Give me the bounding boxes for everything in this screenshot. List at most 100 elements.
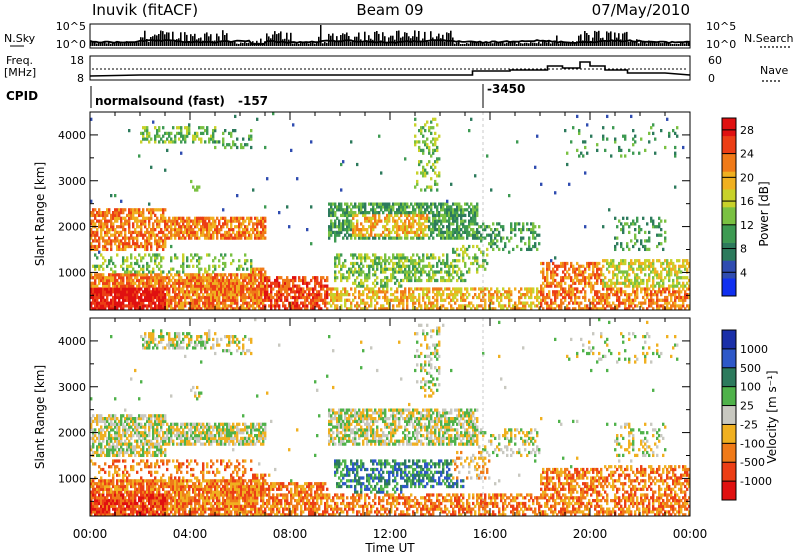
heatmap-cell — [188, 236, 191, 240]
heatmap-cell — [134, 304, 137, 308]
heatmap-cell — [356, 256, 359, 260]
heatmap-cell — [472, 295, 475, 300]
heatmap-cell — [402, 278, 405, 283]
heatmap-cell — [174, 287, 177, 291]
heatmap-cell — [196, 225, 199, 229]
heatmap-cell — [610, 290, 613, 294]
heatmap-cell — [156, 273, 159, 277]
heatmap-cell — [400, 211, 403, 215]
heatmap-cell — [154, 278, 157, 283]
heatmap-cell — [484, 287, 487, 291]
nsky-bar — [302, 41, 304, 46]
heatmap-cell — [130, 216, 133, 220]
heatmap-cell — [384, 205, 387, 209]
heatmap-cell — [262, 307, 265, 311]
heatmap-cell — [112, 304, 115, 308]
heatmap-cell — [456, 225, 459, 229]
nsky-bar — [238, 43, 240, 46]
heatmap-cell — [250, 273, 253, 277]
heatmap-cell — [228, 295, 231, 300]
heatmap-cell — [230, 304, 233, 308]
heatmap-cell — [112, 307, 115, 311]
heatmap-cell — [458, 276, 461, 280]
heatmap-cell — [310, 140, 313, 144]
heatmap-cell — [446, 287, 449, 291]
heatmap-cell — [210, 287, 213, 291]
nsky-bar — [492, 43, 494, 46]
heatmap-cell — [354, 278, 357, 283]
heatmap-cell — [438, 290, 441, 294]
heatmap-cell — [232, 230, 235, 235]
heatmap-cell — [608, 270, 611, 274]
heatmap-cell — [400, 228, 403, 232]
heatmap-cell — [404, 208, 407, 212]
heatmap-cell — [132, 298, 135, 302]
heatmap-cell — [454, 259, 457, 263]
heatmap-cell — [156, 131, 159, 136]
heatmap-cell — [530, 293, 533, 297]
heatmap-cell — [376, 264, 379, 268]
nsky-bar — [652, 42, 654, 46]
heatmap-cell — [526, 287, 529, 291]
heatmap-cell — [430, 228, 433, 232]
heatmap-cell — [396, 298, 399, 302]
heatmap-cell — [376, 233, 379, 237]
heatmap-cell — [344, 233, 347, 237]
heatmap-cell — [414, 276, 417, 280]
heatmap-cell — [362, 233, 365, 237]
heatmap-cell — [160, 281, 163, 285]
nsky-bar — [616, 37, 618, 46]
heatmap-cell — [124, 216, 127, 220]
heatmap-cell — [174, 233, 177, 237]
heatmap-cell — [584, 304, 587, 308]
heatmap-cell — [236, 298, 239, 302]
heatmap-cell — [438, 228, 441, 232]
heatmap-cell — [420, 213, 423, 218]
heatmap-cell — [240, 233, 243, 237]
heatmap-cell — [154, 290, 157, 294]
heatmap-cell — [540, 304, 543, 308]
heatmap-cell — [428, 298, 431, 302]
heatmap-cell — [596, 143, 599, 147]
heatmap-cell — [456, 290, 459, 294]
heatmap-cell — [230, 261, 233, 266]
heatmap-cell — [418, 278, 421, 283]
heatmap-cell — [432, 228, 435, 232]
heatmap-cell — [438, 157, 441, 161]
nave-tick-bottom: 0 — [708, 72, 715, 85]
heatmap-cell — [142, 307, 145, 311]
heatmap-cell — [176, 278, 179, 283]
heatmap-cell — [464, 202, 467, 206]
heatmap-cell — [474, 216, 477, 220]
heatmap-cell — [190, 298, 193, 302]
heatmap-cell — [326, 295, 329, 300]
heatmap-cell — [636, 284, 639, 288]
heatmap-cell — [358, 211, 361, 215]
heatmap-cell — [162, 126, 165, 130]
heatmap-cell — [454, 211, 457, 215]
heatmap-cell — [158, 239, 161, 243]
heatmap-cell — [460, 211, 463, 215]
heatmap-cell — [262, 287, 265, 291]
heatmap-cell — [308, 287, 311, 291]
heatmap-cell — [168, 293, 171, 297]
heatmap-cell — [392, 264, 395, 268]
heatmap-cell — [466, 208, 469, 212]
heatmap-cell — [394, 211, 397, 215]
heatmap-cell — [180, 278, 183, 283]
heatmap-cell — [428, 225, 431, 229]
heatmap-cell — [236, 281, 239, 285]
heatmap-cell — [170, 273, 173, 277]
heatmap-cell — [358, 281, 361, 285]
heatmap-cell — [562, 295, 565, 300]
heatmap-cell — [344, 290, 347, 294]
heatmap-cell — [264, 293, 267, 297]
heatmap-cell — [624, 290, 627, 294]
heatmap-cell — [410, 293, 413, 297]
heatmap-cell — [180, 236, 183, 240]
heatmap-cell — [304, 281, 307, 285]
heatmap-cell — [466, 233, 469, 237]
heatmap-cell — [152, 230, 155, 235]
heatmap-cell — [262, 278, 265, 283]
heatmap-cell — [392, 298, 395, 302]
